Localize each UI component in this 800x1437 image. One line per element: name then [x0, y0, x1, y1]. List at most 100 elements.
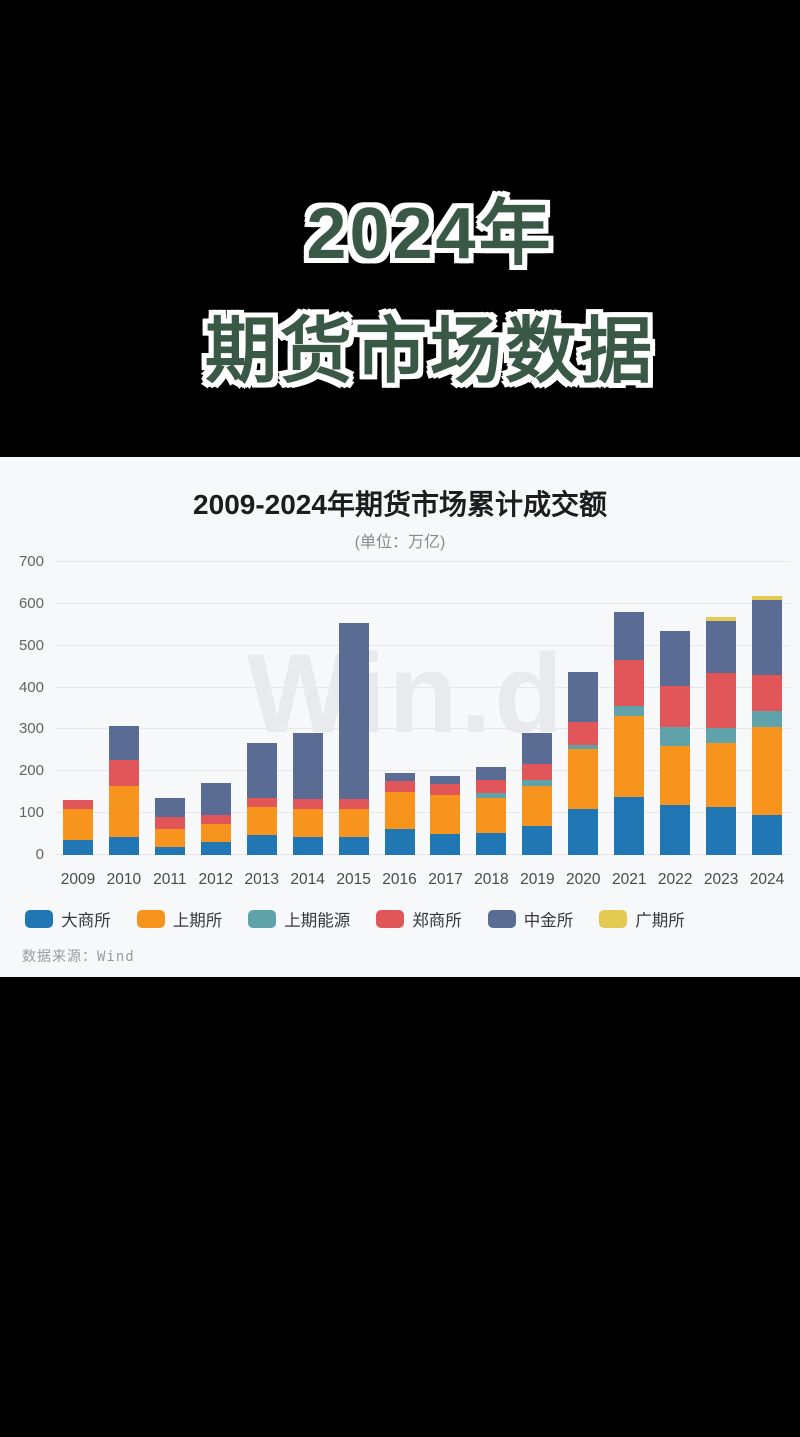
bar-2021 — [614, 611, 645, 855]
chart-title: 2009-2024年期货市场累计成交额 — [193, 489, 607, 520]
bar-segment-2014-上期所 — [292, 808, 323, 838]
bar-2011 — [154, 797, 185, 855]
bar-segment-2021-大商所 — [614, 796, 645, 855]
bar-segment-2018-上期所 — [476, 798, 507, 834]
bars-layer — [55, 562, 790, 855]
bar-2023 — [706, 617, 737, 855]
bar-segment-2015-郑商所 — [338, 798, 369, 810]
bar-segment-2016-上期所 — [384, 791, 415, 830]
bar-slot-2013 — [239, 562, 285, 855]
bar-2012 — [200, 783, 231, 855]
gridline-700 — [55, 561, 790, 562]
bar-segment-2009-上期所 — [62, 808, 93, 840]
bar-2013 — [246, 743, 277, 855]
legend-item-上期所: 上期所 — [136, 907, 223, 931]
bar-2019 — [522, 733, 553, 855]
bar-segment-2015-中金所 — [338, 623, 369, 799]
bar-segment-2013-上期所 — [246, 806, 277, 836]
hero-title-block: 2024年 期货市场数据 — [0, 0, 800, 457]
y-tick-label-300: 300 — [18, 720, 44, 738]
bar-segment-2021-上期能源 — [614, 706, 645, 716]
x-axis-label-2012: 2012 — [198, 871, 234, 888]
bar-segment-2022-中金所 — [660, 631, 691, 686]
bar-segment-2016-大商所 — [384, 829, 415, 855]
bar-segment-2023-中金所 — [706, 620, 737, 674]
legend-item-广期所: 广期所 — [599, 907, 685, 931]
bar-segment-2019-中金所 — [522, 733, 553, 764]
x-axis-label-2017: 2017 — [428, 871, 463, 888]
bar-segment-2014-大商所 — [292, 837, 323, 855]
bar-segment-2019-大商所 — [522, 826, 553, 855]
bar-segment-2014-郑商所 — [292, 798, 323, 809]
bar-segment-2020-大商所 — [568, 808, 599, 855]
x-axis-label-2023: 2023 — [703, 871, 739, 888]
bar-2009 — [62, 800, 93, 855]
y-tick-label-200: 200 — [18, 762, 44, 780]
chart-unit-label: (单位：万亿) — [354, 534, 446, 551]
bar-segment-2012-上期所 — [200, 823, 231, 843]
bar-segment-2017-上期所 — [430, 795, 461, 835]
bar-2016 — [384, 773, 415, 855]
legend-label-广期所: 广期所 — [635, 912, 685, 930]
x-axis-label-2013: 2013 — [244, 871, 279, 888]
legend-swatch-上期所 — [136, 910, 165, 928]
bar-segment-2017-大商所 — [430, 834, 461, 855]
legend-label-上期所: 上期所 — [172, 912, 223, 930]
y-tick-label-100: 100 — [18, 804, 44, 822]
bar-segment-2020-中金所 — [568, 672, 599, 722]
legend-swatch-上期能源 — [248, 910, 277, 928]
legend-label-中金所: 中金所 — [523, 912, 574, 930]
bar-segment-2011-大商所 — [154, 847, 185, 855]
bar-segment-2012-大商所 — [200, 842, 231, 855]
gridline-600 — [55, 602, 790, 604]
bar-slot-2020 — [560, 562, 606, 855]
bar-segment-2023-上期能源 — [706, 728, 737, 744]
bar-segment-2022-郑商所 — [660, 685, 691, 728]
x-axis-label-2014: 2014 — [290, 871, 325, 888]
chart-panel: 2009-2024年期货市场累计成交额 (单位：万亿) 0 100 200 300 40… — [0, 457, 800, 977]
bar-segment-2019-郑商所 — [522, 763, 553, 780]
bar-segment-2009-郑商所 — [62, 800, 93, 809]
hero-year-title: 2024年 — [306, 194, 554, 274]
bar-slot-2012 — [193, 562, 239, 855]
bar-segment-2012-中金所 — [200, 783, 231, 816]
data-source: 数据来源：Wind — [22, 949, 135, 965]
bar-2024 — [752, 595, 783, 855]
bar-segment-2017-中金所 — [430, 776, 461, 785]
gridline-500 — [55, 644, 790, 646]
legend-swatch-郑商所 — [376, 910, 405, 928]
bar-2020 — [568, 672, 599, 855]
bar-segment-2023-大商所 — [706, 806, 737, 855]
bar-segment-2013-大商所 — [246, 835, 277, 855]
bar-segment-2010-上期所 — [108, 785, 139, 838]
y-tick-label-0: 0 — [35, 846, 44, 863]
x-axis-label-2020: 2020 — [566, 871, 601, 888]
legend-swatch-中金所 — [487, 910, 516, 928]
gridline-300 — [55, 728, 790, 730]
bar-segment-2023-广期所 — [706, 617, 737, 621]
x-axis-label-2021: 2021 — [611, 871, 647, 888]
x-axis-label-2016: 2016 — [382, 871, 417, 888]
bar-segment-2018-大商所 — [476, 833, 507, 855]
bar-slot-2019 — [514, 562, 560, 855]
bar-segment-2020-上期所 — [568, 749, 599, 809]
x-axis-label-2024: 2024 — [749, 871, 785, 888]
bar-slot-2023 — [698, 562, 744, 855]
bar-2015 — [338, 623, 369, 855]
bar-segment-2014-中金所 — [292, 732, 323, 799]
bar-slot-2015 — [331, 562, 377, 855]
legend-item-中金所: 中金所 — [487, 907, 574, 931]
bar-segment-2010-郑商所 — [108, 760, 139, 786]
x-axis-labels: 2009 2010 2011 2012 2013 2014 2015 2016 2017 2018… — [55, 871, 790, 889]
y-tick-label-500: 500 — [18, 636, 44, 654]
legend-label-上期能源: 上期能源 — [284, 912, 351, 930]
bar-segment-2010-中金所 — [108, 725, 139, 761]
bar-2014 — [292, 732, 323, 855]
hero-subtitle: 期货市场数据 — [204, 312, 655, 392]
gridline-200 — [55, 770, 790, 772]
bar-segment-2024-郑商所 — [752, 675, 783, 712]
legend: 大商所 上期所 上期能源 郑商所 中金所 广期所 — [0, 907, 755, 931]
legend-item-大商所: 大商所 — [25, 907, 111, 931]
bar-segment-2013-郑商所 — [246, 797, 277, 807]
x-axis-label-2015: 2015 — [336, 871, 371, 888]
